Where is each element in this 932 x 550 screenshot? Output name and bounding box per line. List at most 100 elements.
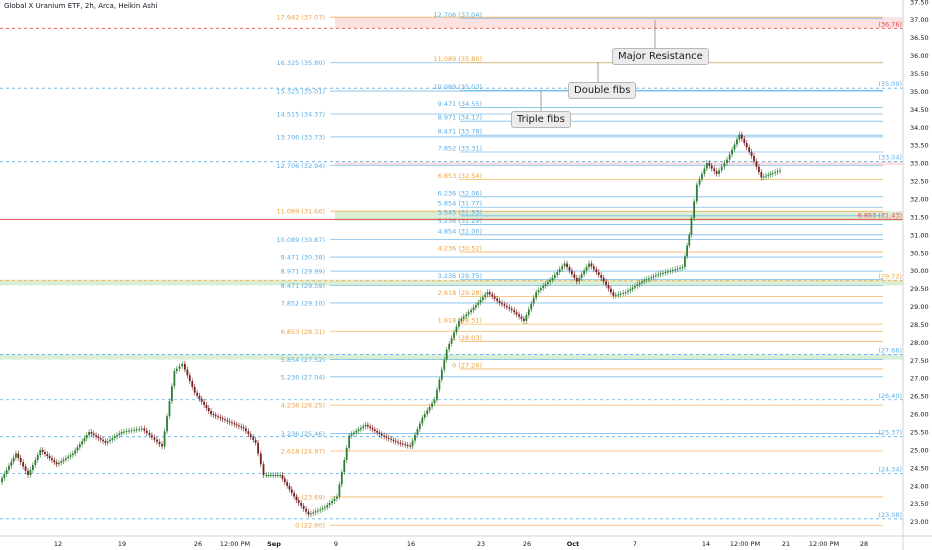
candle-body-93 bbox=[224, 419, 226, 421]
candle-body-96 bbox=[231, 422, 233, 424]
y-tick-8: 27.00 bbox=[910, 375, 929, 383]
fib-right-label-0: 12.706 (37.04) bbox=[434, 11, 483, 19]
candle-body-69 bbox=[166, 416, 168, 432]
level-label-3: (33.04) bbox=[878, 154, 902, 162]
candle-body-277 bbox=[664, 272, 667, 274]
y-tick-10: 28.00 bbox=[910, 339, 929, 347]
candle-body-56 bbox=[133, 429, 136, 431]
y-tick-11: 28.50 bbox=[910, 321, 929, 329]
candle-body-9 bbox=[22, 462, 25, 467]
candle-body-6 bbox=[15, 453, 17, 458]
candle-body-253 bbox=[607, 285, 610, 289]
candle-body-71 bbox=[171, 386, 173, 402]
fib-left-label-15: 4.236 (26.25) bbox=[281, 402, 325, 410]
candle-body-91 bbox=[219, 417, 222, 419]
candle-body-59 bbox=[140, 428, 143, 430]
candle-body-74 bbox=[178, 366, 181, 369]
candle-body-113 bbox=[272, 475, 275, 477]
candle-body-51 bbox=[120, 432, 123, 434]
candle-body-30 bbox=[71, 453, 74, 456]
candle-body-252 bbox=[605, 281, 607, 286]
y-tick-4: 25.00 bbox=[910, 446, 929, 454]
candle-body-155 bbox=[371, 427, 374, 430]
candle-body-168 bbox=[401, 443, 404, 445]
candle-body-75 bbox=[181, 363, 184, 367]
candle-body-282 bbox=[676, 268, 679, 270]
x-tick-15: 28 bbox=[860, 540, 868, 548]
candle-body-148 bbox=[355, 431, 358, 433]
candle-body-250 bbox=[600, 274, 603, 278]
candle-body-173 bbox=[414, 434, 416, 441]
candle-body-156 bbox=[373, 429, 376, 432]
candle-body-40 bbox=[95, 435, 97, 437]
candle-body-33 bbox=[78, 444, 81, 448]
candle-body-319 bbox=[767, 174, 770, 176]
fib-right-label-4: 8.971 (34.17) bbox=[438, 114, 482, 122]
candle-body-233 bbox=[558, 269, 561, 273]
candle-body-97 bbox=[233, 423, 236, 425]
candle-body-20 bbox=[48, 456, 51, 459]
candle-body-231 bbox=[553, 274, 556, 278]
y-axis-panel bbox=[903, 0, 932, 550]
candle-body-117 bbox=[281, 475, 284, 479]
fib-left-label-11: 7.852 (29.10) bbox=[281, 299, 325, 307]
candle-body-92 bbox=[221, 418, 224, 420]
candle-body-11 bbox=[27, 470, 29, 476]
candle-body-272 bbox=[652, 276, 655, 278]
candle-body-125 bbox=[300, 503, 303, 506]
candle-body-211 bbox=[505, 305, 508, 308]
candle-body-115 bbox=[276, 475, 279, 477]
fib-right-label-1: 11.089 (35.80) bbox=[434, 55, 483, 63]
candle-body-247 bbox=[592, 266, 595, 270]
candle-body-174 bbox=[416, 429, 419, 435]
candle-body-107 bbox=[257, 442, 259, 454]
candle-body-29 bbox=[69, 455, 72, 457]
candle-body-85 bbox=[205, 404, 208, 408]
zone-1 bbox=[335, 161, 903, 166]
candle-body-299 bbox=[718, 170, 720, 174]
candle-body-224 bbox=[537, 290, 540, 293]
candle-body-242 bbox=[580, 274, 583, 278]
candle-body-207 bbox=[496, 298, 499, 301]
fib-left-label-7: 10.089 (30.87) bbox=[277, 236, 326, 244]
candle-body-84 bbox=[203, 401, 205, 405]
candle-body-195 bbox=[467, 312, 470, 315]
candle-body-34 bbox=[81, 441, 84, 445]
candle-body-236 bbox=[566, 263, 568, 268]
candle-body-53 bbox=[125, 431, 128, 433]
candle-body-146 bbox=[350, 434, 353, 436]
candle-body-275 bbox=[659, 273, 662, 275]
candle-body-288 bbox=[690, 218, 693, 235]
candle-body-221 bbox=[530, 303, 533, 310]
candle-body-1 bbox=[3, 474, 6, 479]
candle-body-22 bbox=[53, 460, 56, 463]
level-label-7: (25.37) bbox=[878, 429, 902, 437]
fib-left-label-3: 14.515 (34.37) bbox=[277, 111, 326, 119]
candle-body-281 bbox=[674, 269, 677, 271]
candle-body-189 bbox=[453, 332, 455, 339]
fib-left-label-19: 0 (22.90) bbox=[295, 522, 325, 530]
fib-left-label-1: 16.325 (35.80) bbox=[277, 59, 326, 67]
y-tick-25: 35.50 bbox=[910, 70, 929, 78]
candle-body-320 bbox=[769, 173, 772, 175]
candle-body-26 bbox=[62, 459, 65, 462]
candle-body-310 bbox=[745, 143, 748, 148]
y-tick-0: 23.00 bbox=[910, 518, 929, 526]
candle-body-311 bbox=[748, 147, 751, 152]
x-tick-9: Oct bbox=[567, 540, 580, 548]
candle-body-210 bbox=[503, 304, 506, 306]
candle-body-24 bbox=[58, 462, 60, 465]
candle-body-5 bbox=[12, 457, 15, 462]
candle-body-306 bbox=[736, 139, 738, 145]
candle-body-88 bbox=[212, 414, 215, 416]
candle-body-318 bbox=[765, 175, 767, 177]
candle-body-37 bbox=[88, 432, 91, 436]
y-tick-12: 29.00 bbox=[910, 303, 929, 311]
candle-body-248 bbox=[595, 269, 598, 273]
candle-body-246 bbox=[590, 263, 593, 267]
candle-body-191 bbox=[458, 320, 460, 327]
level-label-8: (24.34) bbox=[878, 466, 902, 474]
candle-body-258 bbox=[619, 293, 622, 295]
candle-body-31 bbox=[74, 450, 77, 454]
candle-body-240 bbox=[575, 277, 578, 282]
